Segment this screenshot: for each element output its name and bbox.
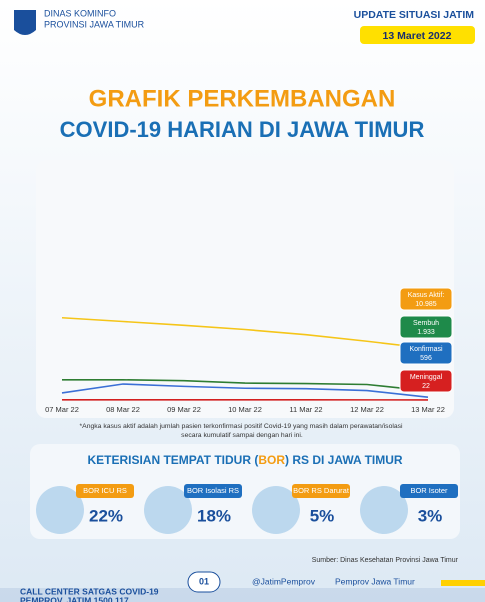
footer-band [0,588,485,602]
chart-subtitle: COVID-19 HARIAN DI JAWA TIMUR [60,117,425,142]
legend-label: Sembuh [413,320,439,327]
bor-title-part: BOR [258,453,285,467]
callout [399,341,453,365]
source: Sumber: Dinas Kesehatan Provinsi Jawa Ti… [312,557,459,564]
footnote: *Angka kasus aktif adalah jumlah pasien … [80,423,405,439]
bor-icon [36,486,84,534]
value-label: 22 [422,383,430,390]
bor-label-bg [400,484,458,498]
page-badge [187,571,221,593]
bor-icon [144,486,192,534]
org-line: PROVINSI JAWA TIMUR [44,19,145,29]
bor-panel [30,444,460,539]
x-tick-label: 11 Mar 22 [289,405,322,414]
callout [399,369,453,393]
legend-label: Konfirmasi [409,346,443,353]
value-label: 10.985 [415,301,437,308]
legend-label: Kasus Aktif: [408,292,445,299]
bor-title-part: KETERISIAN TEMPAT TIDUR ( [87,453,258,467]
footnote-line: *Angka kasus aktif adalah jumlah pasien … [80,423,405,430]
update-date: 13 Maret 2022 [383,30,452,42]
chart-card [36,160,454,418]
bor-label: BOR Isolasi RS [187,486,239,495]
bor-label-bg [184,484,242,498]
bor-label: BOR Isoter [410,486,448,495]
callout [399,287,453,311]
value-label: 596 [420,355,432,362]
bor-label: BOR RS Darurat [293,486,350,495]
date-badge [360,26,475,44]
bor-label: BOR ICU RS [83,486,127,495]
footer-stripe [441,580,485,586]
call-center: PEMPROV. JATIM 1500 117 [20,595,129,602]
x-tick-label: 08 Mar 22 [106,405,140,414]
chart-title: GRAFIK PERKEMBANGAN [89,85,396,112]
bor-title-part: ) RS DI JAWA TIMUR [285,453,403,467]
bor-label-bg [292,484,350,498]
series-line [61,383,429,398]
bor-label-bg [76,484,134,498]
bor-value: 22% [89,506,123,525]
bor-value: 5% [310,506,335,525]
series-line [62,378,429,392]
bor-value: 18% [197,506,231,525]
update-title: UPDATE SITUASI JATIM [354,9,475,21]
bor-value: 3% [418,506,443,525]
call-center: CALL CENTER SATGAS COVID-19 [20,586,159,596]
social-handle: @JatimPemprov [252,576,316,586]
callout [399,315,453,339]
page-number: 01 [199,576,209,586]
social-fb: Pemprov Jawa Timur [335,576,415,586]
bor-icon [252,486,300,534]
x-tick-label: 12 Mar 22 [350,405,384,414]
legend-label: Meninggal [410,374,443,381]
bor-icon [360,486,408,534]
x-tick-label: 10 Mar 22 [228,405,262,414]
bor-title: KETERISIAN TEMPAT TIDUR (BOR) RS DI JAWA… [87,453,402,467]
x-tick-label: 09 Mar 22 [167,405,201,414]
footnote-line: secara kumulatif sampai dengan hari ini. [181,432,303,439]
series-line [61,316,429,350]
value-label: 1.933 [417,329,435,336]
x-tick-label: 07 Mar 22 [45,405,79,414]
logo [14,10,36,35]
x-tick-label: 13 Mar 22 [411,405,445,414]
org-line: DINAS KOMINFO [44,8,116,18]
